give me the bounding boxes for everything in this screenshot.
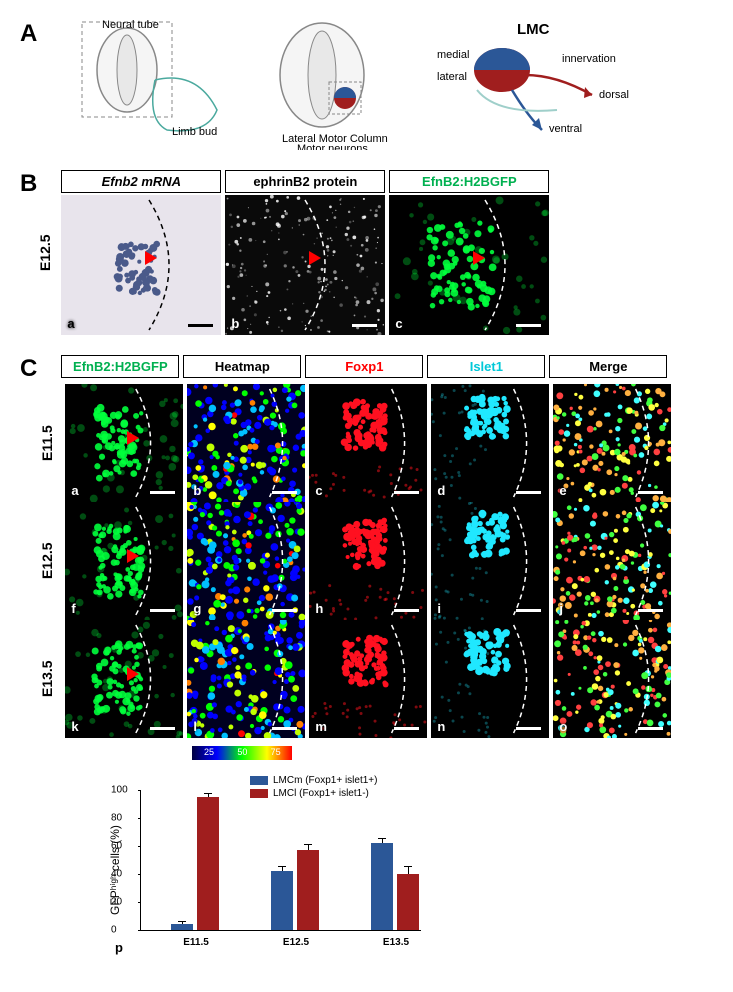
y-tick: 40	[111, 869, 122, 880]
panel-c-label: C	[20, 355, 37, 383]
lateral-text: lateral	[437, 71, 467, 83]
colorbar-container: 255075	[183, 746, 301, 760]
row-label: E11.5	[37, 384, 57, 502]
panel-b-header: Efnb2 mRNA	[61, 170, 221, 193]
panel-b-cell-a: Efnb2 mRNAa	[61, 170, 221, 335]
panel-c-row-E13.5: E13.5 klmno	[37, 620, 671, 738]
grid-cell-f: f	[65, 502, 183, 620]
panel-c-header: Merge	[549, 355, 667, 378]
panel-p-label: p	[115, 940, 123, 955]
row-label: E13.5	[37, 620, 57, 738]
panel-c: C EfnB2:H2BGFPHeatmapFoxp1Islet1Merge E1…	[20, 355, 713, 760]
bar-E12.5-red	[297, 850, 319, 930]
panel-b: B E12.5 Efnb2 mRNAaephrinB2 proteinbEfnB…	[20, 170, 713, 335]
legend-swatch	[250, 776, 268, 785]
grid-cell-o: o	[553, 620, 671, 738]
panel-c-grid: E11.5 abcde E12.5 fghij E13.5 klmno	[37, 384, 671, 738]
panel-c-headers: EfnB2:H2BGFPHeatmapFoxp1Islet1Merge	[61, 355, 671, 380]
bar-E11.5-red	[197, 797, 219, 930]
panel-b-cell-c: EfnB2:H2BGFPc	[389, 170, 549, 335]
grid-cell-j: j	[553, 502, 671, 620]
x-label: E11.5	[183, 937, 209, 948]
neural-tube-diagram: Neural tube Limb bud	[77, 20, 227, 140]
row-label: E12.5	[37, 502, 57, 620]
grid-cell-m: m	[309, 620, 427, 738]
grid-cell-h: h	[309, 502, 427, 620]
grid-cell-l: l	[187, 620, 305, 738]
lmc-zoom-diagram: Lateral Motor Column Motor neurons	[267, 20, 397, 150]
bar-chart-container: GFPʰⁱᵍʰ cells (%) LMCm (Foxp1+ islet1+)L…	[100, 780, 713, 960]
x-label: E12.5	[283, 937, 309, 948]
legend-item: LMCm (Foxp1+ islet1+)	[250, 775, 377, 786]
y-tick: 80	[111, 813, 122, 824]
heatmap-colorbar: 255075	[192, 746, 292, 760]
lmc-innervation-diagram: LMC medial lateral innervation dorsal ve…	[437, 20, 647, 140]
panel-b-images: Efnb2 mRNAaephrinB2 proteinbEfnB2:H2BGFP…	[61, 170, 549, 335]
dorsal-arrow-line	[525, 75, 592, 95]
medial-text: medial	[437, 49, 469, 61]
panel-a: A Neural tube Limb bud Lateral Motor Col…	[20, 20, 713, 150]
grid-cell-a: a	[65, 384, 183, 502]
ventral-text: ventral	[549, 123, 582, 135]
grid-cell-b: b	[187, 384, 305, 502]
central-canal	[117, 35, 137, 105]
panel-c-header: Heatmap	[183, 355, 301, 378]
x-label: E13.5	[383, 937, 409, 948]
panel-b-cell-b: ephrinB2 proteinb	[225, 170, 385, 335]
bar-E11.5-blue	[171, 924, 193, 930]
panel-c-header: Islet1	[427, 355, 545, 378]
neural-tube-text: Neural tube	[102, 20, 159, 31]
y-tick: 100	[111, 785, 128, 796]
bar-E13.5-blue	[371, 843, 393, 930]
dorsal-text: dorsal	[599, 89, 629, 101]
plot-area: 020406080100E11.5E12.5E13.5	[140, 790, 421, 931]
grid-cell-e: e	[553, 384, 671, 502]
grid-cell-i: i	[431, 502, 549, 620]
grid-cell-g: g	[187, 502, 305, 620]
limb-bud-text: Limb bud	[172, 126, 217, 138]
innervation-text: innervation	[562, 53, 616, 65]
panel-c-header: Foxp1	[305, 355, 423, 378]
bar-chart: GFPʰⁱᵍʰ cells (%) LMCm (Foxp1+ islet1+)L…	[100, 780, 440, 960]
panel-c-header: EfnB2:H2BGFP	[61, 355, 179, 378]
panel-c-row-E12.5: E12.5 fghij	[37, 502, 671, 620]
panel-b-header: EfnB2:H2BGFP	[389, 170, 549, 193]
dorsal-arrow-head	[584, 87, 592, 98]
y-tick: 20	[111, 897, 122, 908]
grid-cell-c: c	[309, 384, 427, 502]
grid-cell-d: d	[431, 384, 549, 502]
y-tick: 0	[111, 925, 117, 936]
panel-b-row-label: E12.5	[37, 170, 53, 335]
panel-c-row-E11.5: E11.5 abcde	[37, 384, 671, 502]
panel-a-label: A	[20, 20, 37, 48]
bar-E13.5-red	[397, 874, 419, 930]
y-tick: 60	[111, 841, 122, 852]
limb-bud-outline	[153, 78, 217, 131]
bar-E12.5-blue	[271, 871, 293, 930]
panel-b-label: B	[20, 170, 37, 198]
panel-b-header: ephrinB2 protein	[225, 170, 385, 193]
lmc-title: LMC	[517, 21, 550, 38]
svg-text:Motor neurons: Motor neurons	[297, 143, 368, 150]
grid-cell-n: n	[431, 620, 549, 738]
grid-cell-k: k	[65, 620, 183, 738]
